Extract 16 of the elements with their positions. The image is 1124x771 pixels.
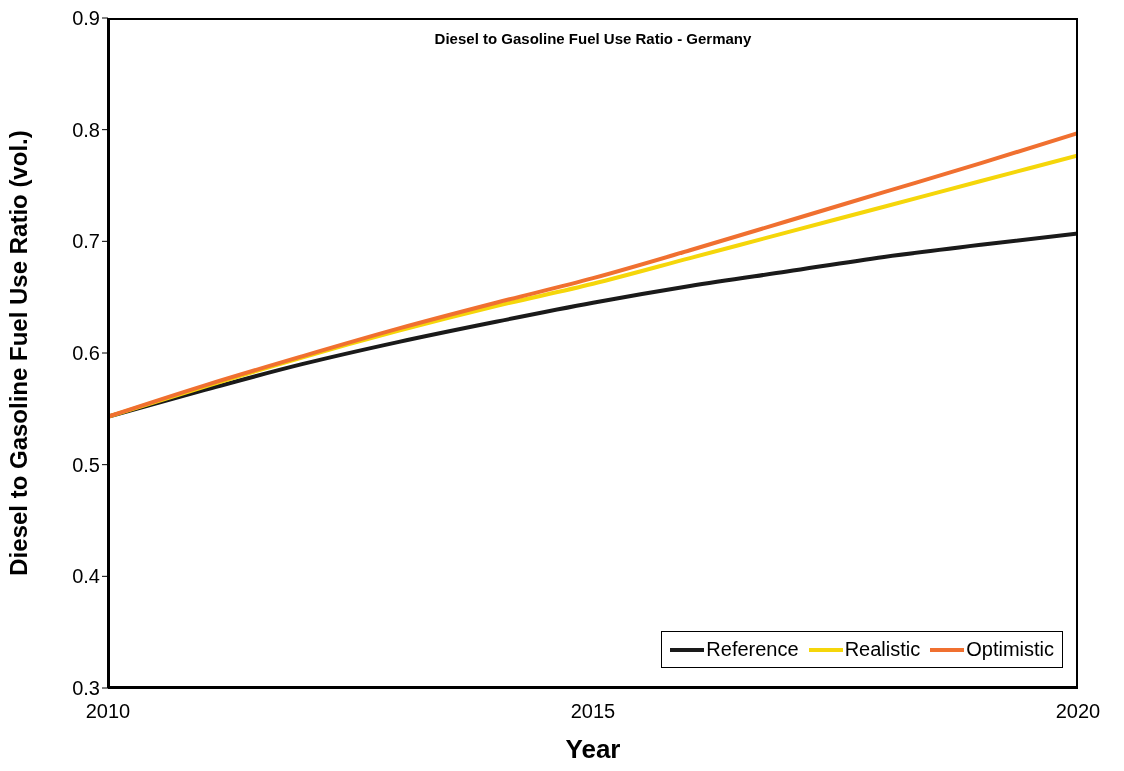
y-tick-label: 0.4	[72, 565, 100, 588]
x-axis-title: Year	[565, 734, 621, 764]
x-tick-label: 2020	[1055, 700, 1101, 723]
legend-label: Optimistic	[966, 638, 1054, 661]
y-tick-label: 0.8	[72, 118, 100, 141]
y-tick-label: 0.7	[72, 230, 100, 253]
y-axis-title: Diesel to Gasoline Fuel Use Ratio (vol.)	[4, 130, 32, 576]
y-tick-label: 0.5	[72, 453, 100, 476]
legend-label: Realistic	[844, 638, 921, 661]
y-tick-label: 0.3	[72, 677, 100, 700]
x-tick-label: 2010	[85, 700, 131, 723]
x-tick-label: 2015	[570, 700, 616, 723]
legend-label: Reference	[706, 638, 799, 661]
y-tick-label: 0.6	[72, 342, 100, 365]
text: Diesel to Gasoline Fuel Use Ratio - Germany	[433, 30, 753, 47]
y-tick-label: 0.9	[72, 7, 100, 30]
